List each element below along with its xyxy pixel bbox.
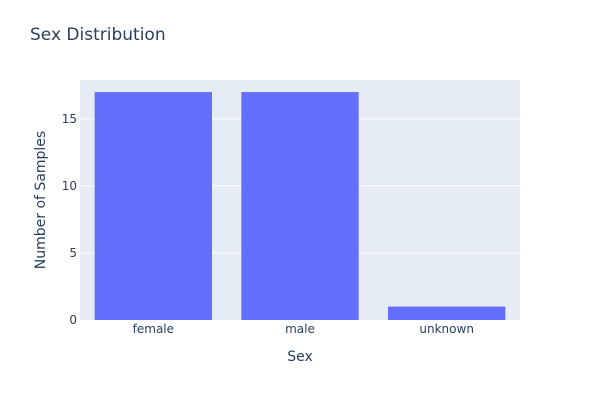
- y-tick-label-5: 5: [69, 246, 77, 260]
- y-tick-label-0: 0: [69, 313, 77, 327]
- x-tick-label-female: female: [133, 322, 174, 336]
- y-axis-ticks: 0 5 10 15: [62, 112, 77, 327]
- x-tick-label-male: male: [285, 322, 315, 336]
- y-tick-label-15: 15: [62, 112, 77, 126]
- bars: [94, 92, 506, 320]
- bar-female[interactable]: [94, 92, 212, 320]
- y-tick-label-10: 10: [62, 179, 77, 193]
- bar-unknown[interactable]: [388, 306, 506, 320]
- x-tick-label-unknown: unknown: [419, 322, 474, 336]
- chart-title: Sex Distribution: [30, 25, 166, 45]
- y-axis-title: Number of Samples: [33, 131, 49, 269]
- bar-male[interactable]: [241, 92, 359, 320]
- x-axis-ticks: female male unknown: [133, 322, 474, 336]
- x-axis-title: Sex: [287, 349, 313, 365]
